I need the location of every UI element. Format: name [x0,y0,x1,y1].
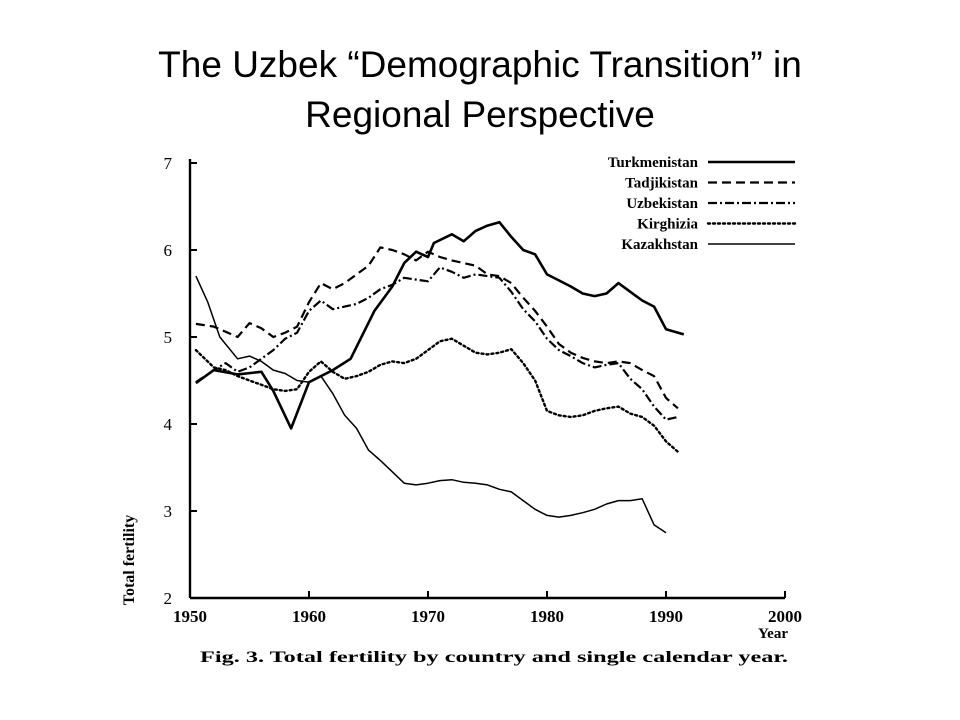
y-tick-label: 4 [164,415,173,434]
x-tick-label: 1960 [292,607,326,626]
series-line-turkmenistan [195,220,685,430]
x-axis-title: Year [758,626,788,642]
x-tick-label: 1950 [173,607,207,626]
legend-label: Uzbekistan [626,196,698,212]
y-tick-label: 5 [164,328,173,347]
legend-label: Kirghizia [637,217,698,233]
y-axis-title: Total fertility [121,515,138,606]
legend-label: Kazakhstan [621,237,698,253]
y-tick-label: 2 [164,589,173,608]
series-line-kazakhstan [195,275,667,534]
axes: 2 3 4 5 6 7 1950 1960 1970 1980 1990 2000 [164,154,803,626]
legend: Turkmenistan Tadjikistan Uzbekistan Kirghiz… [608,155,797,253]
x-tick-label: 2000 [768,607,802,626]
slide-title-line-2: Regional Perspective [305,94,655,135]
slide-title: The Uzbek “Demographic Transition” in Re… [0,40,960,140]
x-tick-label: 1970 [411,607,445,626]
figure-caption: Fig. 3. Total fertility by country and s… [200,649,788,666]
series-lines [194,220,685,534]
x-tick-label: 1980 [530,607,564,626]
legend-label: Tadjikistan [625,176,698,192]
slide-title-line-1: The Uzbek “Demographic Transition” in [158,44,802,85]
x-tick-label: 1990 [649,607,683,626]
y-tick-label: 3 [164,502,173,521]
y-tick-label: 6 [164,241,173,260]
series-line-tadjikistan [195,246,679,410]
y-tick-label: 7 [164,154,173,173]
series-line-kirghizia [194,337,680,453]
legend-label: Turkmenistan [608,155,699,171]
series-line-uzbekistan [195,266,679,421]
